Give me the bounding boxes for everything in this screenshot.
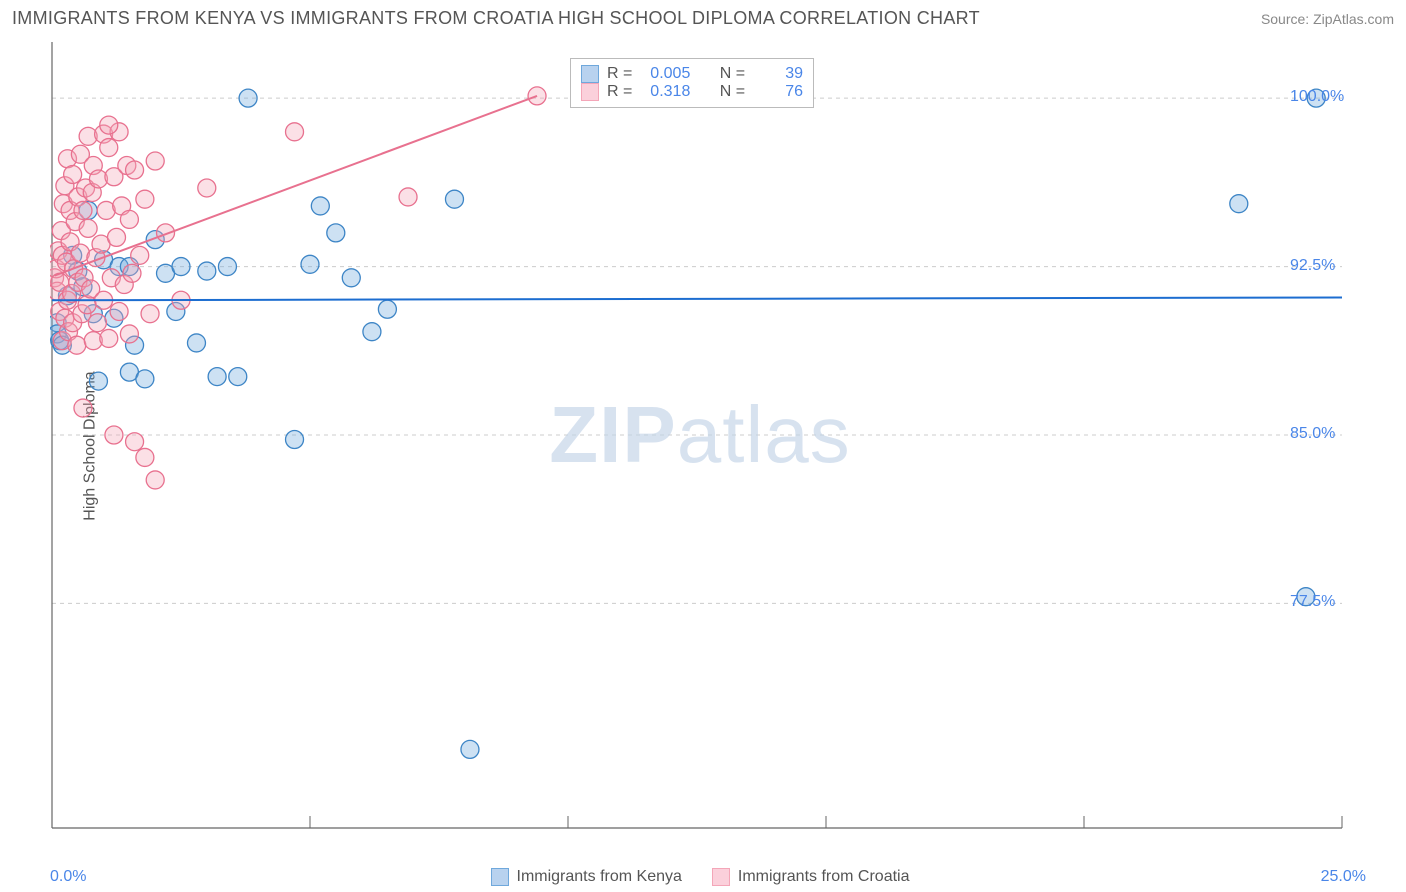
ytick-label: 100.0%: [1290, 88, 1344, 106]
ytick-label: 92.5%: [1290, 257, 1335, 275]
legend-swatch-croatia: [712, 868, 730, 886]
legend-item-croatia: Immigrants from Croatia: [712, 868, 910, 886]
legend-label-croatia: Immigrants from Croatia: [738, 868, 910, 886]
ytick-label: 77.5%: [1290, 593, 1335, 611]
plot-area: ZIPatlas: [50, 40, 1350, 830]
chart-title: IMMIGRANTS FROM KENYA VS IMMIGRANTS FROM…: [12, 8, 980, 29]
scatter-plot-svg: [50, 40, 1350, 830]
stats-row: R = 0.318 N = 76: [581, 83, 803, 101]
legend-label-kenya: Immigrants from Kenya: [517, 868, 682, 886]
source-text: Source: ZipAtlas.com: [1261, 11, 1394, 27]
bottom-legend: Immigrants from Kenya Immigrants from Cr…: [50, 868, 1350, 886]
legend-swatch-kenya: [491, 868, 509, 886]
stats-row: R = 0.005 N = 39: [581, 65, 803, 83]
legend-item-kenya: Immigrants from Kenya: [491, 868, 682, 886]
stats-legend-box: R = 0.005 N = 39 R = 0.318 N = 76: [570, 58, 814, 108]
ytick-label: 85.0%: [1290, 425, 1335, 443]
